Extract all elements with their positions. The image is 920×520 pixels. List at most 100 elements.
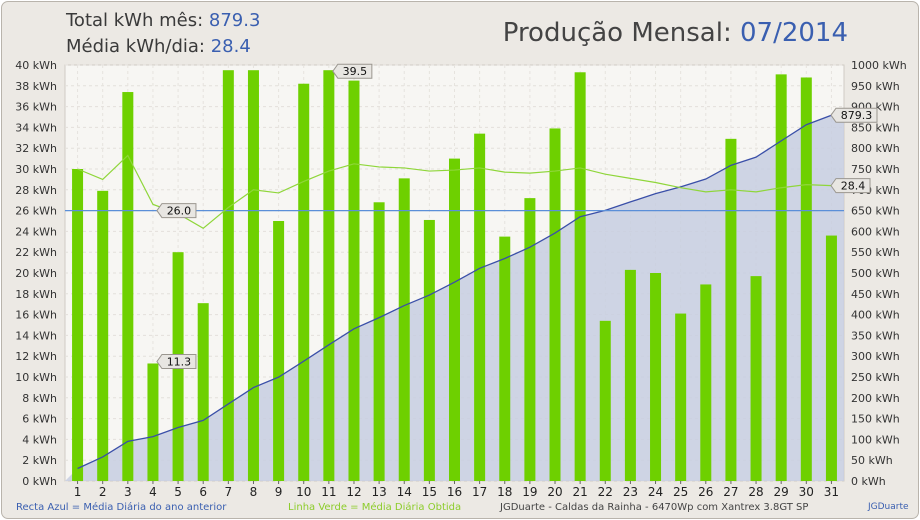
- bar-day-3: [122, 92, 134, 481]
- y-left-tick-label: 30 kWh: [15, 163, 57, 176]
- y-left-tick-label: 24 kWh: [15, 225, 57, 238]
- bar-day-1: [72, 169, 84, 481]
- x-tick-label: 31: [824, 485, 839, 499]
- y-right-tick-label: 200 kWh: [851, 392, 900, 405]
- callout-max-bar: 39.5: [343, 65, 368, 78]
- y-left-tick-label: 4 kWh: [22, 433, 57, 446]
- bar-day-4: [147, 363, 159, 481]
- y-right-tick-label: 250 kWh: [851, 371, 900, 384]
- bar-day-18: [499, 236, 511, 481]
- callout-avg-box: [830, 178, 871, 194]
- chart-title-period: 07/2014: [739, 18, 848, 48]
- y-right-tick-label: 550 kWh: [851, 246, 900, 259]
- y-left-tick-label: 28 kWh: [15, 184, 57, 197]
- x-tick-label: 7: [225, 485, 233, 499]
- y-right-tick-label: 0 kWh: [851, 475, 886, 488]
- x-tick-label: 22: [598, 485, 613, 499]
- avg-kwh-value: 28.4: [210, 36, 251, 57]
- bar-day-27: [725, 138, 737, 481]
- daily-average-line: [77, 154, 832, 230]
- bar-day-25: [675, 313, 687, 481]
- bar-day-20: [549, 128, 561, 481]
- y-right-tick-label: 500 kWh: [851, 267, 900, 280]
- bar-day-22: [599, 320, 611, 481]
- bar-day-15: [423, 219, 435, 481]
- y-left-tick-label: 8 kWh: [22, 392, 57, 405]
- y-left-tick-label: 32 kWh: [15, 142, 57, 155]
- x-tick-label: 26: [698, 485, 713, 499]
- y-right-tick-label: 950 kWh: [851, 80, 900, 93]
- y-left-tick-label: 2 kWh: [22, 454, 57, 467]
- x-tick-label: 11: [321, 485, 336, 499]
- x-tick-label: 2: [99, 485, 107, 499]
- y-right-tick-label: 1000 kWh: [851, 59, 907, 72]
- x-tick-label: 30: [799, 485, 814, 499]
- bar-day-11: [323, 70, 335, 481]
- total-kwh-value: 879.3: [208, 10, 261, 31]
- bar-day-23: [624, 269, 636, 481]
- y-right-tick-label: 400 kWh: [851, 309, 900, 322]
- bar-day-8: [247, 70, 259, 481]
- x-tick-label: 23: [623, 485, 638, 499]
- footer-info: JGDuarte - Caldas da Rainha - 6470Wp com…: [500, 502, 809, 513]
- y-right-tick-label: 150 kWh: [851, 413, 900, 426]
- cumulative-line: [77, 114, 832, 470]
- bar-day-31: [825, 235, 837, 481]
- y-left-tick-label: 38 kWh: [15, 80, 57, 93]
- y-right-tick-label: 850 kWh: [851, 121, 900, 134]
- x-tick-label: 14: [397, 485, 412, 499]
- x-tick-label: 29: [774, 485, 789, 499]
- x-tick-label: 28: [748, 485, 763, 499]
- bar-day-28: [750, 276, 762, 481]
- bar-day-12: [348, 80, 360, 481]
- x-tick-label: 24: [648, 485, 663, 499]
- x-tick-label: 1: [74, 485, 82, 499]
- x-tick-label: 4: [149, 485, 157, 499]
- bar-day-14: [398, 178, 410, 482]
- y-left-tick-label: 0 kWh: [22, 475, 57, 488]
- x-tick-label: 15: [422, 485, 437, 499]
- x-tick-label: 8: [250, 485, 258, 499]
- bar-day-19: [524, 198, 536, 481]
- x-tick-label: 5: [174, 485, 182, 499]
- y-left-tick-label: 20 kWh: [15, 267, 57, 280]
- y-left-tick-label: 14 kWh: [15, 329, 57, 342]
- y-right-tick-label: 600 kWh: [851, 225, 900, 238]
- x-tick-label: 9: [275, 485, 283, 499]
- callout-min-bar-box: [156, 353, 197, 369]
- callout-max-bar-box: [332, 63, 373, 79]
- callout-avg: 28.4: [841, 180, 866, 193]
- legend-green-line: Linha Verde = Média Diária Obtida: [288, 502, 462, 513]
- y-right-tick-label: 750 kWh: [851, 163, 900, 176]
- bar-day-9: [273, 221, 285, 481]
- y-left-tick-label: 34 kWh: [15, 121, 57, 134]
- y-left-tick-label: 40 kWh: [15, 59, 57, 72]
- y-right-tick-label: 800 kWh: [851, 142, 900, 155]
- y-right-tick-label: 450 kWh: [851, 288, 900, 301]
- x-tick-label: 18: [497, 485, 512, 499]
- y-right-tick-label: 350 kWh: [851, 329, 900, 342]
- y-right-tick-label: 650 kWh: [851, 205, 900, 218]
- bar-day-6: [197, 303, 209, 481]
- x-tick-label: 13: [371, 485, 386, 499]
- y-right-tick-label: 50 kWh: [851, 454, 893, 467]
- bar-day-7: [222, 70, 234, 481]
- y-right-tick-label: 300 kWh: [851, 350, 900, 363]
- footer-credit: JGDuarte: [868, 502, 909, 512]
- y-left-tick-label: 16 kWh: [15, 309, 57, 322]
- bar-day-24: [650, 273, 662, 481]
- x-tick-label: 19: [522, 485, 537, 499]
- callout-total-box: [830, 107, 878, 123]
- x-tick-label: 12: [346, 485, 361, 499]
- y-left-tick-label: 26 kWh: [15, 205, 57, 218]
- x-tick-label: 16: [447, 485, 462, 499]
- legend-blue-line: Recta Azul = Média Diária do ano anterio…: [16, 502, 227, 513]
- x-tick-label: 21: [573, 485, 588, 499]
- bar-day-10: [298, 83, 310, 481]
- total-kwh-month: Total kWh mês: 879.3: [66, 10, 261, 31]
- y-left-tick-label: 22 kWh: [15, 246, 57, 259]
- callout-min-bar: 11.3: [167, 355, 192, 368]
- y-left-tick-label: 10 kWh: [15, 371, 57, 384]
- x-tick-label: 17: [472, 485, 487, 499]
